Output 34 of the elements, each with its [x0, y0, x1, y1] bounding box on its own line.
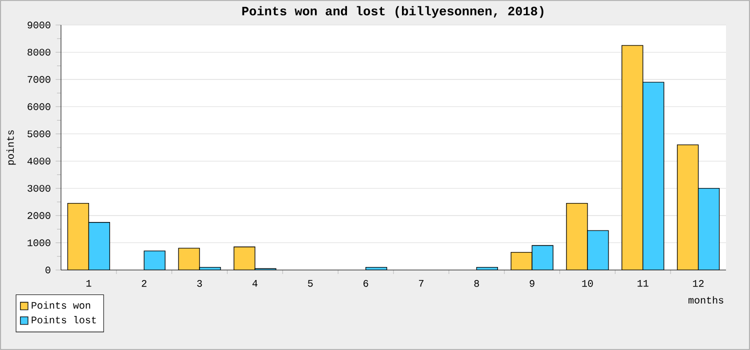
x-tick-label: 3 — [197, 280, 202, 287]
y-tick-label: 7000 — [28, 76, 50, 83]
x-tick-label: 1 — [86, 280, 92, 287]
y-tick-label: 2000 — [28, 212, 50, 219]
bar — [234, 246, 256, 270]
x-tick-label: 7 — [418, 280, 424, 287]
y-tick-label: 9000 — [28, 22, 50, 28]
bar — [178, 248, 200, 270]
y-tick-label: 1000 — [28, 239, 50, 246]
bar — [67, 202, 90, 270]
x-tick-label: 4 — [252, 280, 258, 287]
legend-label: Points won — [32, 301, 90, 309]
y-tick-label: 6000 — [28, 103, 50, 110]
y-tick-label: 8000 — [28, 48, 50, 56]
bar — [566, 202, 588, 270]
x-axis-title: months — [688, 296, 724, 304]
x-tick-label: 8 — [474, 280, 479, 287]
x-tick-label: 10 — [582, 280, 593, 287]
bar — [622, 45, 644, 270]
x-tick-label: 11 — [638, 280, 648, 287]
y-axis-title: points — [6, 130, 16, 165]
y-tick-label: 4000 — [27, 158, 50, 165]
y-tick-label: 0 — [46, 266, 50, 274]
legend-label: Points lost — [32, 316, 96, 324]
x-tick-label: 6 — [364, 280, 368, 287]
x-tick-label: 5 — [308, 280, 313, 287]
bar — [510, 252, 532, 270]
x-tick-label: 2 — [142, 280, 146, 287]
y-tick-label: 5000 — [28, 130, 50, 138]
y-tick-label: 3000 — [28, 184, 50, 192]
x-tick-label: 9 — [530, 280, 534, 287]
x-tick-label: 12 — [693, 280, 704, 287]
chart-title: Points won and lost (billyesonnen, 2018) — [242, 6, 544, 18]
bar — [676, 144, 699, 270]
